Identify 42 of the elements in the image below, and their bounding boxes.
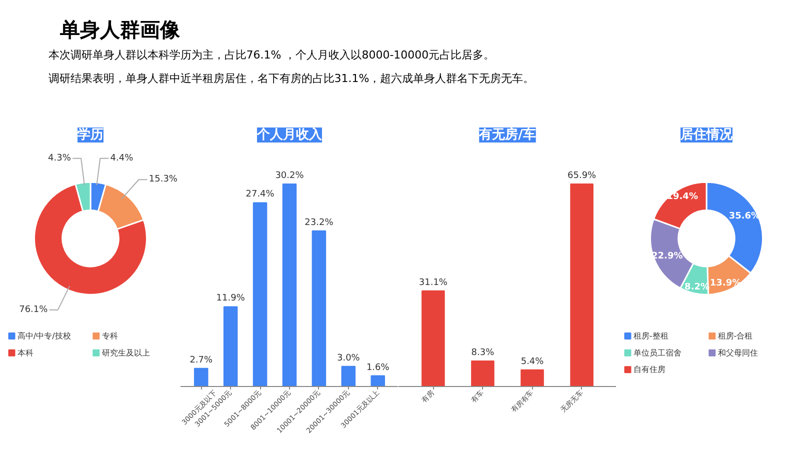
legend-label: 高中/中专/技校	[17, 332, 71, 341]
data-label: 30.2%	[275, 170, 304, 181]
data-label: 1.6%	[366, 362, 390, 373]
chart-title: 学历	[78, 128, 104, 142]
bar	[570, 183, 594, 386]
legend-label: 和父母同住	[718, 348, 758, 358]
data-label: 3.0%	[336, 353, 360, 364]
data-label: 8.3%	[471, 348, 495, 358]
bar	[194, 368, 208, 386]
legend-label: 专科	[102, 332, 118, 341]
text: 单身人群画像	[59, 17, 182, 42]
data-label: 23.2%	[304, 218, 334, 228]
data-label: 4.4%	[110, 153, 134, 164]
bar	[471, 360, 494, 386]
data-label: 65.9%	[568, 170, 597, 181]
bar	[282, 183, 297, 386]
data-label: 27.4%	[246, 190, 275, 200]
legend-label: 租房-合租	[718, 332, 753, 341]
bar	[252, 202, 268, 386]
data-label: 76.1%	[19, 304, 48, 315]
chart-title: 居住情况	[680, 128, 734, 142]
bar	[223, 306, 238, 386]
text: 本次调研单身人群以本科学历为主，占比76.1% ，个人月收入以8000-10000元占比居多。	[48, 48, 495, 62]
chart-title: 个人月收入	[256, 126, 323, 142]
text: 调研结果表明，单身人群中近半租房居住，名下有房的占比31.1%，超六成单身人群名下无房无车。	[48, 72, 534, 85]
bar	[341, 366, 356, 386]
data-label: 4.3%	[48, 153, 72, 164]
bar	[520, 369, 544, 386]
chart-title: 有无房/车	[478, 126, 536, 142]
legend-label: 单位员工宿舍	[633, 348, 682, 358]
legend-label: 研究生及以上	[102, 348, 150, 358]
legend-label: 租房-整租	[633, 332, 668, 341]
data-label: 2.7%	[190, 355, 213, 366]
bar	[312, 230, 326, 386]
data-label: 31.1%	[418, 278, 448, 288]
data-label: 15.3%	[148, 174, 178, 185]
data-label: 11.9%	[216, 294, 246, 304]
legend-label: 本科	[17, 348, 34, 358]
bar	[370, 375, 386, 386]
bar	[422, 290, 445, 386]
legend-label: 自有住房	[633, 365, 666, 374]
data-label: 5.4%	[520, 356, 544, 367]
